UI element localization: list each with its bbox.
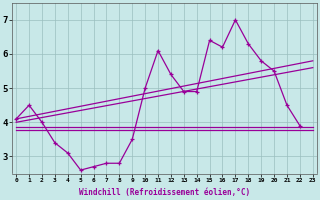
X-axis label: Windchill (Refroidissement éolien,°C): Windchill (Refroidissement éolien,°C)	[79, 188, 250, 197]
